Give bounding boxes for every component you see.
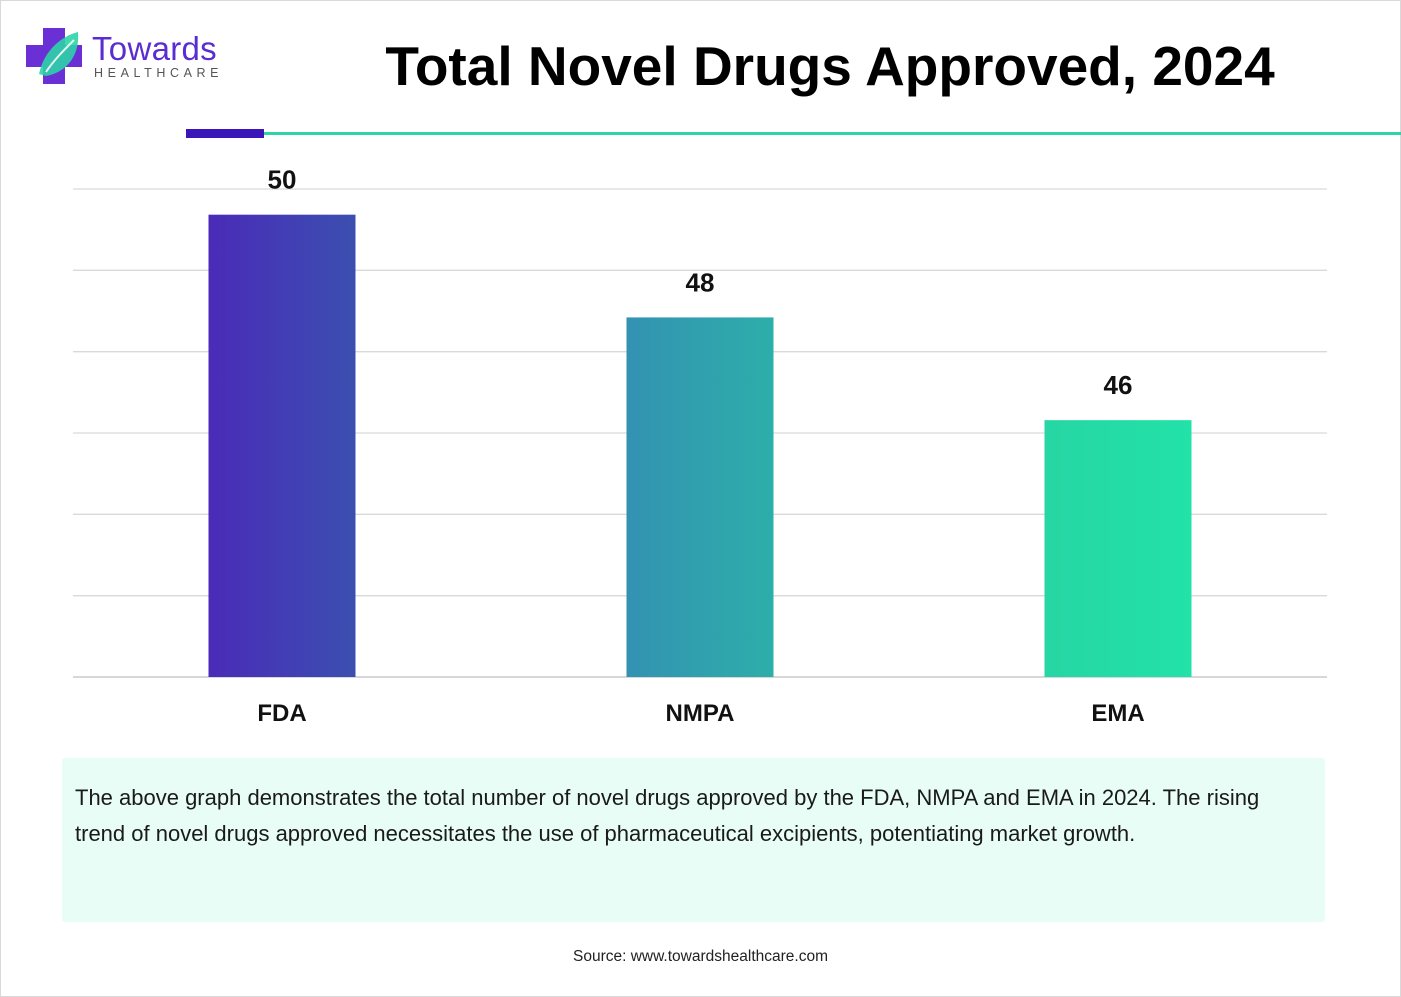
title-underline-accent <box>186 129 264 138</box>
brand-name: Towards <box>92 30 217 67</box>
description-text: The above graph demonstrates the total n… <box>75 785 1260 846</box>
bar-fda <box>208 214 356 677</box>
source-credit: Source: www.towardshealthcare.com <box>572 948 828 965</box>
medical-cross-icon <box>26 28 82 84</box>
category-label-ema: EMA <box>1091 700 1144 727</box>
brand-tagline: HEALTHCARE <box>94 66 224 80</box>
title-underline-teal <box>262 132 1401 135</box>
chart-title: Total Novel Drugs Approved, 2024 <box>385 35 1275 97</box>
bar-nmpa <box>626 317 774 677</box>
brand-logo: Towards HEALTHCARE <box>24 26 244 88</box>
data-label-nmpa: 48 <box>686 267 715 297</box>
description-box: The above graph demonstrates the total n… <box>62 758 1325 922</box>
category-label-nmpa: NMPA <box>666 700 735 727</box>
data-label-ema: 46 <box>1104 370 1133 400</box>
category-label-fda: FDA <box>257 700 306 727</box>
data-label-fda: 50 <box>268 165 297 195</box>
bar-ema <box>1044 420 1192 677</box>
bar-chart: 50 FDA 48 NMPA 46 EMA <box>73 165 1327 727</box>
